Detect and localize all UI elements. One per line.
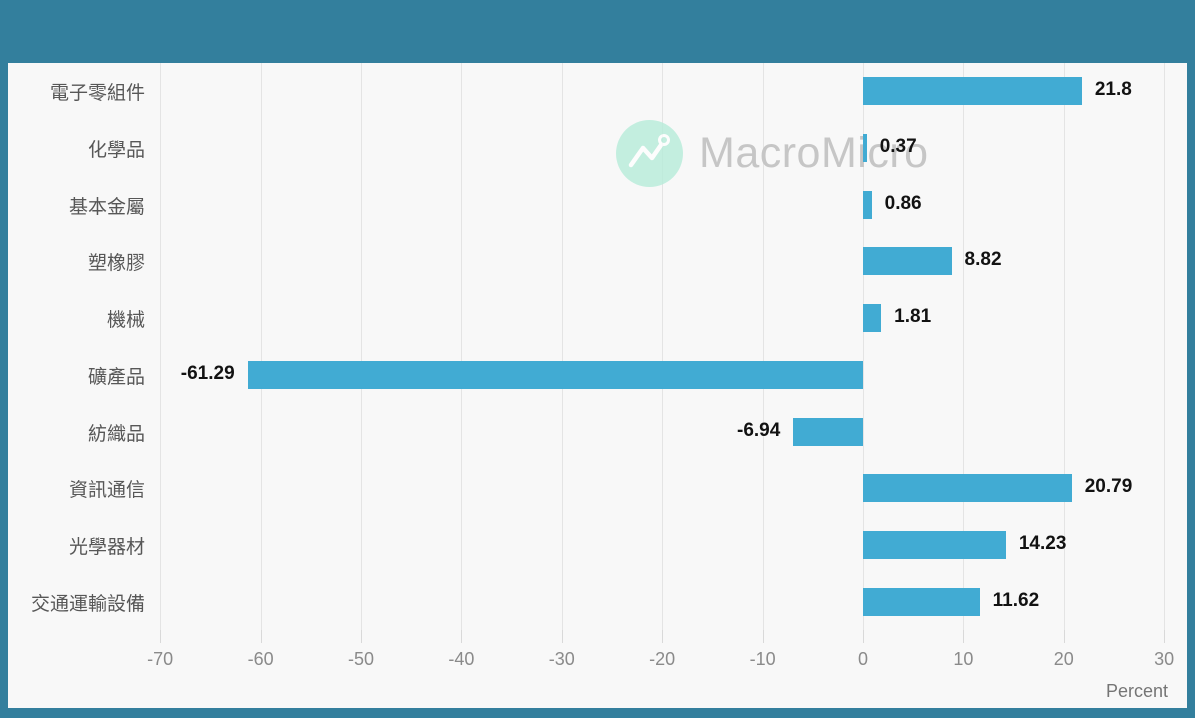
x-axis-tick-label: 30 [1154, 649, 1175, 669]
x-axis-tick-label: 0 [857, 649, 869, 669]
bar[interactable] [863, 304, 882, 333]
gridline [1063, 63, 1065, 630]
x-axis-tick [963, 630, 965, 643]
category-label: 基本金屬 [68, 196, 145, 218]
value-label: 8.82 [964, 249, 1002, 271]
x-axis-tick [1164, 630, 1166, 643]
gridline [863, 63, 864, 630]
macromicro-logo-icon [616, 120, 683, 187]
category-label: 礦產品 [87, 366, 145, 388]
bar[interactable] [247, 360, 863, 389]
x-axis-tick-label: -70 [147, 649, 174, 669]
category-label: 紡織品 [87, 423, 145, 445]
category-label: 光學器材 [68, 536, 145, 558]
x-axis-tick-label: -50 [347, 649, 375, 669]
x-axis-tick [561, 630, 563, 643]
x-axis-tick [762, 630, 764, 643]
value-label: -6.94 [737, 419, 781, 441]
x-axis-tick [361, 630, 362, 643]
x-axis-tick [160, 630, 162, 643]
value-label: 0.37 [879, 136, 917, 158]
value-label: 1.81 [894, 306, 932, 328]
x-axis-tick [863, 630, 864, 643]
gridline [461, 63, 463, 630]
chart-area: -70 -60 -50 -40 -30 -20 -10 0 10 20 30 電子零組件 21.8 化學品… [8, 63, 1187, 708]
gridline [160, 63, 162, 630]
x-axis-tick-label: 10 [953, 649, 974, 669]
gridline [260, 63, 262, 630]
x-axis-tick-label: -10 [749, 649, 776, 669]
value-label: 0.86 [884, 192, 922, 214]
value-label: 14.23 [1018, 532, 1067, 554]
x-axis-tick [662, 630, 664, 643]
category-label: 資訊通信 [68, 480, 145, 502]
value-label: 11.62 [992, 589, 1040, 611]
x-axis-tick [1063, 630, 1065, 643]
value-label: 21.8 [1094, 79, 1132, 101]
gridline [762, 63, 764, 630]
bar[interactable] [863, 134, 867, 163]
bar[interactable] [863, 474, 1072, 503]
x-axis-tick [260, 630, 262, 643]
x-axis-tick-label: -20 [649, 649, 676, 669]
gridline [662, 63, 664, 630]
x-axis-tick-label: -40 [448, 649, 475, 669]
category-label: 交通運輸設備 [30, 593, 145, 615]
gridline [361, 63, 362, 630]
category-label: 塑橡膠 [87, 253, 145, 275]
gridline [963, 63, 965, 630]
bar[interactable] [863, 190, 872, 219]
value-label: -61.29 [180, 362, 235, 384]
x-axis-tick [461, 630, 463, 643]
header-bar [0, 0, 1195, 63]
gridline [1164, 63, 1166, 630]
x-axis-title: Percent [1105, 681, 1168, 701]
category-label: 化學品 [87, 140, 145, 162]
bar[interactable] [863, 77, 1082, 106]
category-label: 機械 [106, 310, 145, 332]
gridline [561, 63, 563, 630]
bar[interactable] [863, 587, 980, 616]
x-axis-tick-label: 20 [1053, 649, 1074, 669]
bar[interactable] [863, 530, 1006, 559]
value-label: 20.79 [1084, 476, 1133, 498]
x-axis-tick-label: -30 [548, 649, 575, 669]
bar[interactable] [793, 417, 863, 446]
category-label: 電子零組件 [49, 83, 145, 105]
bar[interactable] [863, 247, 952, 276]
x-axis-tick-label: -60 [247, 649, 274, 669]
